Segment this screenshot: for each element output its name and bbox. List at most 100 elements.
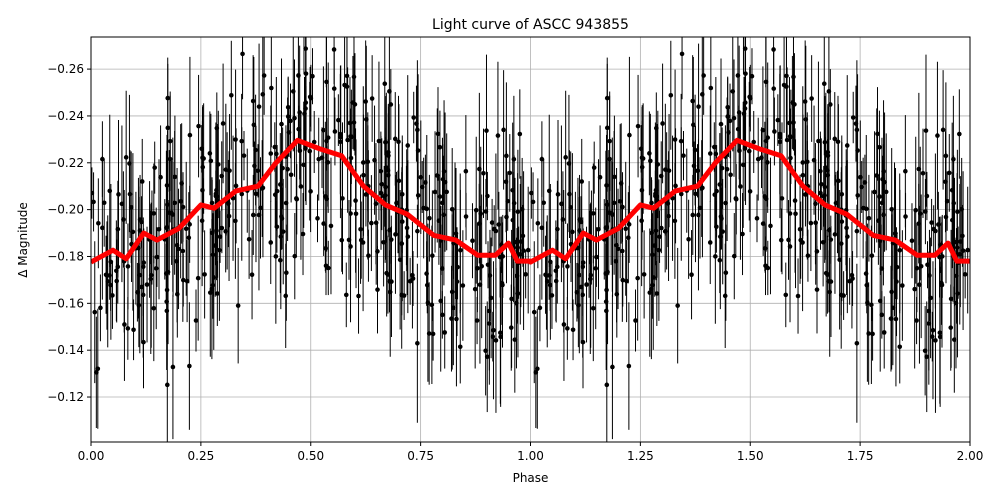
point-marker: [148, 272, 154, 278]
point-marker: [340, 196, 345, 201]
data-point: [663, 103, 668, 236]
point-marker: [170, 212, 176, 217]
point-marker: [718, 121, 724, 127]
point-marker: [650, 252, 655, 257]
point-marker: [849, 272, 855, 278]
point-marker: [656, 247, 662, 253]
point-marker: [689, 272, 694, 277]
point-marker: [269, 85, 274, 91]
data-point: [240, 37, 245, 100]
point-marker: [209, 200, 215, 206]
point-marker: [505, 198, 510, 204]
data-point: [783, 262, 789, 328]
data-point: [246, 199, 252, 279]
point-marker: [641, 272, 647, 277]
point-marker: [925, 262, 930, 268]
point-marker: [382, 81, 388, 86]
point-marker: [725, 104, 730, 110]
data-point: [641, 230, 647, 319]
data-point: [593, 207, 599, 330]
data-point: [491, 261, 496, 400]
point-marker: [207, 290, 213, 295]
data-point: [392, 92, 398, 186]
data-point: [384, 229, 389, 317]
data-point: [425, 223, 431, 382]
data-point: [937, 266, 943, 407]
data-point: [493, 268, 499, 413]
data-point: [365, 112, 371, 212]
data-point: [946, 134, 952, 212]
point-marker: [535, 221, 541, 226]
data-point: [136, 263, 142, 348]
y-tick-label: −0.18: [47, 249, 84, 263]
point-marker: [708, 85, 714, 91]
point-marker: [576, 302, 581, 308]
point-marker: [965, 247, 970, 253]
point-marker: [875, 131, 880, 137]
point-marker: [123, 155, 129, 160]
point-marker: [166, 210, 172, 215]
data-point: [235, 247, 241, 364]
point-marker: [713, 254, 718, 259]
point-marker: [180, 277, 186, 283]
point-marker: [890, 305, 896, 311]
data-point: [696, 43, 701, 170]
point-marker: [381, 239, 386, 245]
data-point: [570, 299, 576, 361]
data-point: [215, 260, 220, 326]
point-marker: [690, 212, 696, 218]
point-marker: [728, 172, 733, 178]
point-marker: [477, 166, 482, 172]
point-marker: [186, 235, 192, 241]
data-point: [196, 74, 201, 178]
data-point: [523, 250, 528, 299]
data-point: [127, 94, 132, 233]
point-marker: [731, 253, 737, 259]
point-marker: [539, 225, 545, 231]
point-marker: [612, 174, 617, 180]
data-point: [187, 185, 192, 263]
point-marker: [187, 363, 192, 369]
data-point: [733, 164, 739, 235]
point-marker: [343, 292, 349, 298]
point-marker: [823, 270, 829, 276]
data-point: [415, 204, 420, 258]
data-point: [449, 148, 455, 271]
point-marker: [131, 327, 136, 333]
point-marker: [139, 219, 144, 225]
point-marker: [363, 192, 369, 197]
point-marker: [325, 265, 331, 271]
point-marker: [584, 282, 589, 287]
data-point: [881, 144, 886, 286]
data-point: [771, 37, 776, 85]
data-point: [606, 150, 612, 276]
data-point: [491, 205, 497, 253]
point-marker: [415, 228, 420, 234]
point-marker: [818, 168, 823, 174]
point-marker: [604, 125, 610, 131]
data-point: [707, 105, 713, 202]
data-point: [933, 268, 938, 413]
point-marker: [521, 248, 526, 253]
point-marker: [707, 240, 713, 245]
point-marker: [749, 73, 755, 79]
data-point: [579, 138, 585, 225]
point-marker: [178, 198, 183, 204]
data-point: [838, 241, 844, 349]
point-marker: [525, 247, 531, 253]
point-marker: [822, 139, 828, 145]
point-marker: [931, 226, 936, 232]
point-marker: [673, 183, 678, 189]
point-marker: [95, 366, 101, 372]
point-marker: [736, 110, 742, 115]
point-marker: [639, 218, 644, 224]
point-marker: [950, 217, 955, 223]
point-marker: [481, 170, 486, 176]
data-point: [728, 147, 733, 203]
data-point: [223, 103, 229, 236]
data-point: [268, 200, 274, 285]
point-marker: [250, 98, 256, 104]
point-marker: [859, 184, 865, 190]
point-marker: [217, 234, 223, 240]
point-marker: [156, 226, 162, 232]
